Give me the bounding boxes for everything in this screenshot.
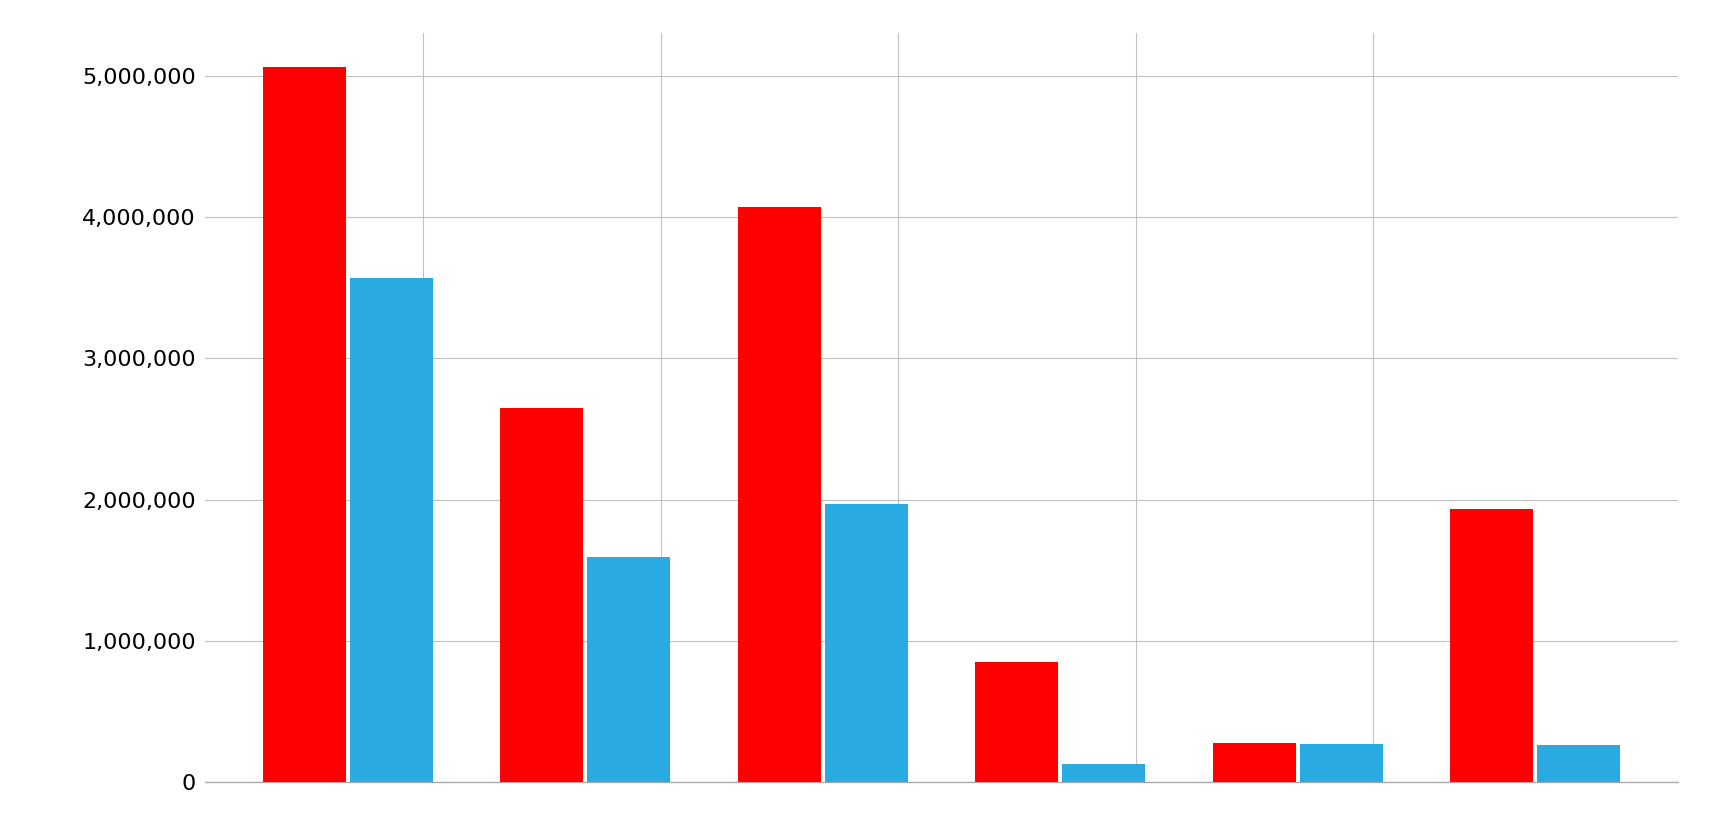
Bar	[1299, 744, 1383, 782]
Bar	[349, 278, 433, 782]
Bar	[587, 557, 671, 782]
Bar	[1212, 742, 1296, 782]
Bar	[825, 503, 907, 782]
Bar	[1450, 509, 1534, 782]
Bar	[1537, 745, 1620, 782]
Bar	[500, 408, 584, 782]
Bar	[264, 67, 346, 782]
Bar	[738, 207, 820, 782]
Bar	[976, 662, 1058, 782]
Bar	[1063, 764, 1145, 782]
